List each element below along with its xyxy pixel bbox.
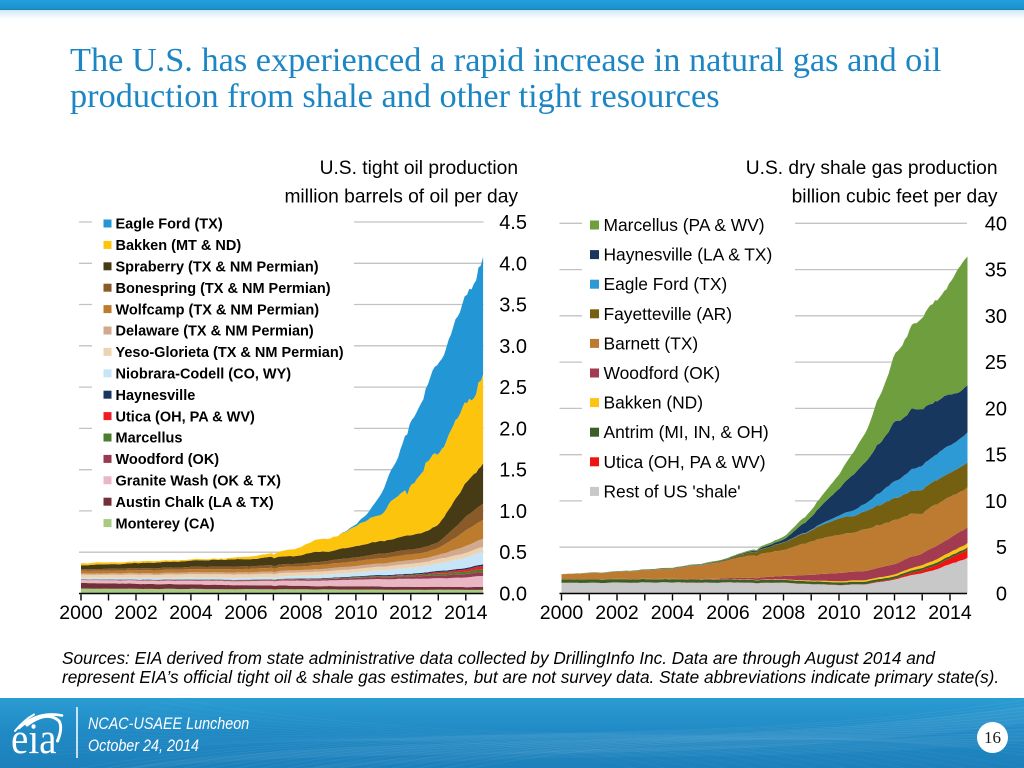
svg-text:Utica (OH, PA & WV): Utica (OH, PA & WV) xyxy=(604,452,766,472)
svg-text:Monterey (CA): Monterey (CA) xyxy=(116,516,215,532)
svg-text:Delaware (TX & NM Permian): Delaware (TX & NM Permian) xyxy=(116,324,314,340)
svg-text:Bakken (ND): Bakken (ND) xyxy=(604,393,704,413)
svg-text:Rest of US 'shale': Rest of US 'shale' xyxy=(604,481,741,501)
svg-text:2012: 2012 xyxy=(389,602,432,624)
svg-text:Woodford (OK): Woodford (OK) xyxy=(604,363,721,383)
svg-text:Haynesville: Haynesville xyxy=(116,388,196,404)
svg-text:2.0: 2.0 xyxy=(499,418,527,440)
svg-text:1.0: 1.0 xyxy=(499,501,527,523)
svg-text:Spraberry (TX & NM Permian): Spraberry (TX & NM Permian) xyxy=(116,260,319,276)
svg-text:30: 30 xyxy=(985,306,1007,328)
svg-text:Marcellus: Marcellus xyxy=(116,431,183,447)
svg-text:1.5: 1.5 xyxy=(499,460,527,482)
svg-text:2012: 2012 xyxy=(873,602,916,624)
svg-text:25: 25 xyxy=(985,352,1007,374)
svg-text:Fayetteville (AR): Fayetteville (AR) xyxy=(604,304,733,324)
svg-text:Eagle Ford (TX): Eagle Ford (TX) xyxy=(116,217,223,233)
svg-text:Granite Wash (OK & TX): Granite Wash (OK & TX) xyxy=(116,474,282,490)
svg-text:Eagle Ford (TX): Eagle Ford (TX) xyxy=(604,274,728,294)
svg-text:15: 15 xyxy=(985,445,1007,467)
svg-text:2014: 2014 xyxy=(928,602,972,624)
svg-text:3.0: 3.0 xyxy=(499,336,527,358)
svg-text:4.0: 4.0 xyxy=(499,253,527,275)
svg-text:2004: 2004 xyxy=(651,602,695,624)
svg-text:2006: 2006 xyxy=(224,602,267,624)
svg-text:2010: 2010 xyxy=(817,602,861,624)
svg-text:0.0: 0.0 xyxy=(499,584,527,606)
svg-text:2014: 2014 xyxy=(444,602,488,624)
svg-text:million barrels of oil per day: million barrels of oil per day xyxy=(284,187,518,208)
svg-text:2008: 2008 xyxy=(762,602,805,624)
svg-text:2008: 2008 xyxy=(279,602,322,624)
svg-text:Niobrara-Codell (CO, WY): Niobrara-Codell (CO, WY) xyxy=(116,367,292,383)
svg-text:40: 40 xyxy=(985,213,1007,235)
svg-text:3.5: 3.5 xyxy=(499,295,527,317)
svg-text:2000: 2000 xyxy=(540,602,584,624)
svg-text:Barnett (TX): Barnett (TX) xyxy=(604,333,699,353)
svg-text:20: 20 xyxy=(985,398,1007,420)
svg-text:5: 5 xyxy=(996,537,1007,559)
svg-text:0: 0 xyxy=(996,584,1007,606)
svg-text:35: 35 xyxy=(985,260,1007,282)
svg-text:Yeso-Glorieta (TX & NM Permian: Yeso-Glorieta (TX & NM Permian) xyxy=(116,345,344,361)
svg-text:U.S. dry shale gas production: U.S. dry shale gas production xyxy=(746,158,998,179)
svg-text:2006: 2006 xyxy=(706,602,749,624)
svg-text:2002: 2002 xyxy=(595,602,638,624)
svg-text:eia: eia xyxy=(11,716,57,763)
svg-text:Bonespring (TX & NM Permian): Bonespring (TX & NM Permian) xyxy=(116,281,331,297)
svg-text:0.5: 0.5 xyxy=(499,542,527,564)
svg-text:billion cubic feet per day: billion cubic feet per day xyxy=(792,187,998,208)
svg-text:2010: 2010 xyxy=(334,602,378,624)
svg-text:2.5: 2.5 xyxy=(499,377,527,399)
svg-text:2004: 2004 xyxy=(169,602,213,624)
svg-text:2002: 2002 xyxy=(114,602,157,624)
svg-text:10: 10 xyxy=(985,491,1007,513)
svg-text:Austin Chalk (LA & TX): Austin Chalk (LA & TX) xyxy=(116,495,274,511)
svg-text:Antrim (MI, IN, & OH): Antrim (MI, IN, & OH) xyxy=(604,422,769,442)
svg-text:2000: 2000 xyxy=(59,602,103,624)
svg-text:Utica (OH, PA & WV): Utica (OH, PA & WV) xyxy=(116,409,256,425)
svg-text:4.5: 4.5 xyxy=(499,212,527,234)
svg-text:Woodford (OK): Woodford (OK) xyxy=(116,452,220,468)
svg-text:U.S. tight oil production: U.S. tight oil production xyxy=(320,158,518,179)
svg-text:Marcellus (PA & WV): Marcellus (PA & WV) xyxy=(604,215,765,235)
svg-text:Haynesville (LA & TX): Haynesville (LA & TX) xyxy=(604,245,773,265)
svg-text:Bakken (MT & ND): Bakken (MT & ND) xyxy=(116,238,242,254)
svg-text:Wolfcamp (TX & NM Permian): Wolfcamp (TX & NM Permian) xyxy=(116,302,320,318)
